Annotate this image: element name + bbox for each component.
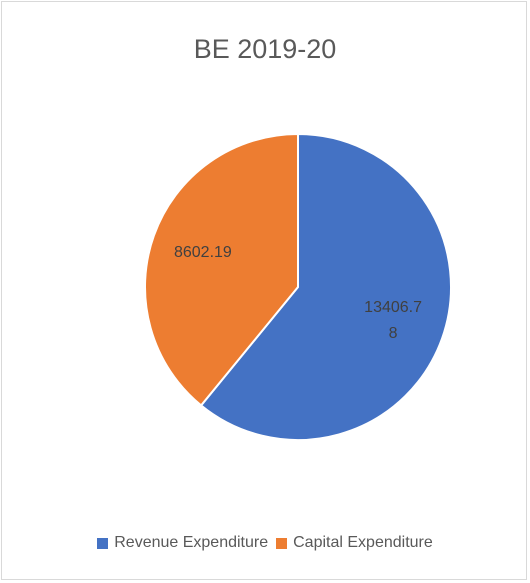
legend-swatch xyxy=(97,537,109,549)
legend-item: Revenue Expenditure xyxy=(97,534,268,552)
legend-swatch xyxy=(276,537,288,549)
legend-label: Revenue Expenditure xyxy=(114,534,269,551)
pie-slice xyxy=(144,132,299,407)
legend: Revenue Expenditure Capital Expenditure xyxy=(0,534,530,552)
pie-slice xyxy=(199,132,452,441)
chart-title: BE 2019-20 xyxy=(193,34,337,64)
legend-label: Capital Expenditure xyxy=(293,534,433,551)
data-label: 13406.78 xyxy=(364,298,423,342)
legend-item: Capital Expenditure xyxy=(276,534,433,552)
data-label: 8602.19 xyxy=(173,244,232,262)
